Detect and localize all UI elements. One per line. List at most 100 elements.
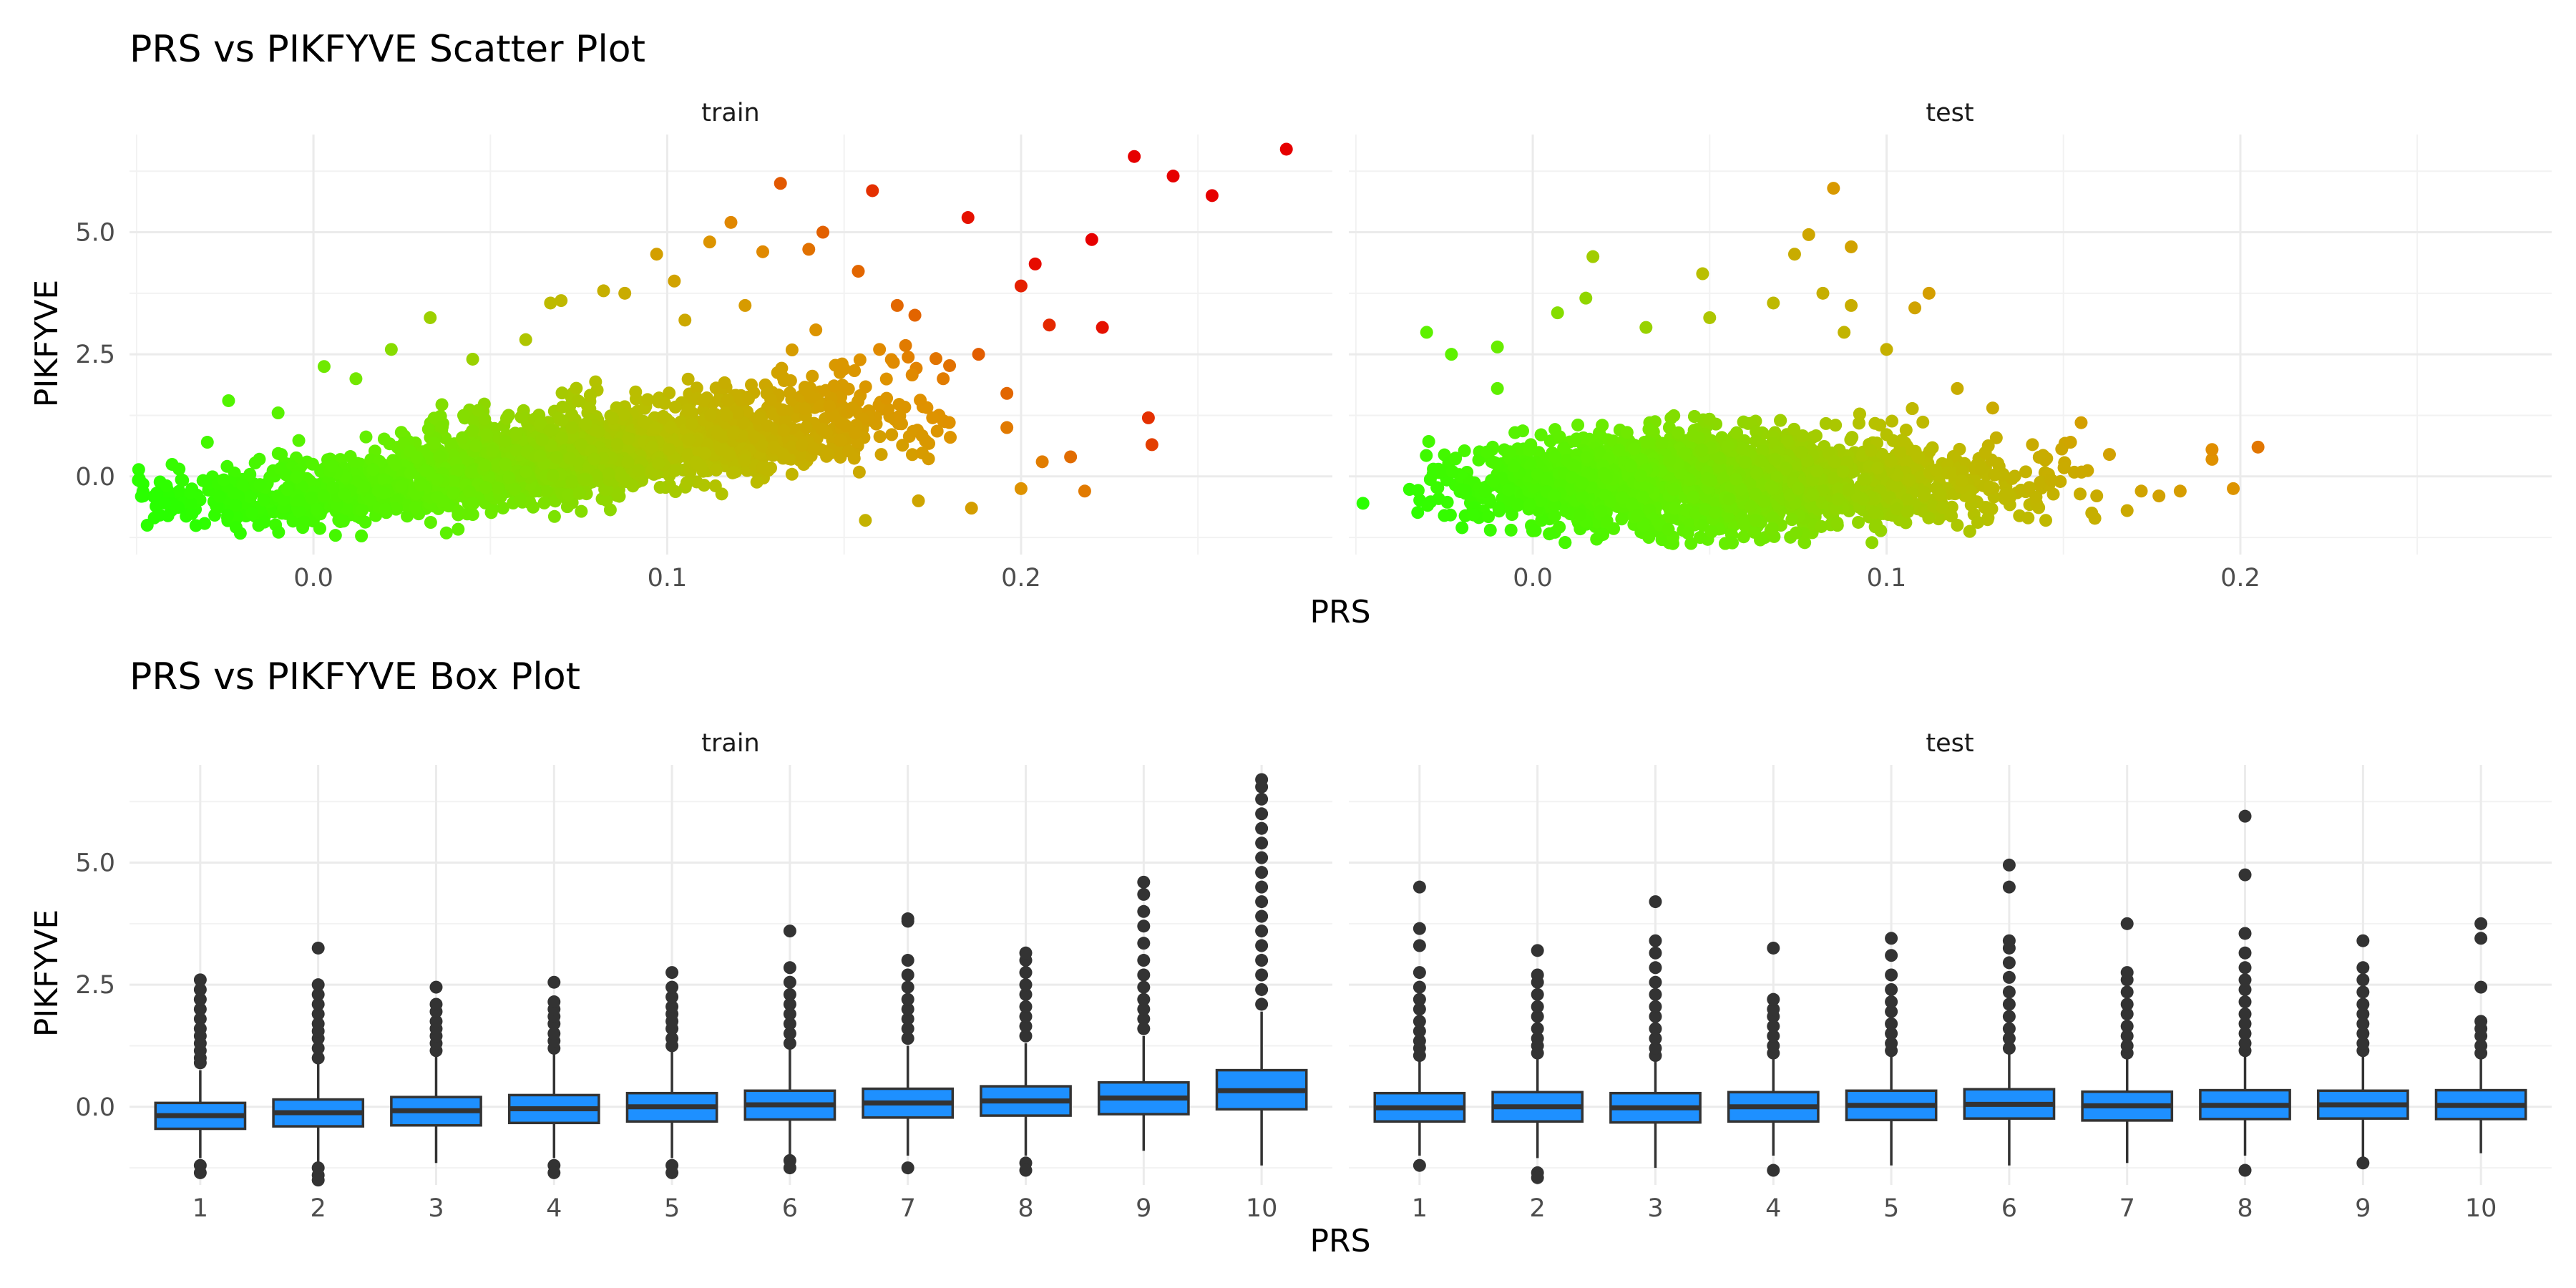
scatter-point [172,462,186,476]
scatter-point [703,235,716,249]
scatter-point [1422,434,1435,448]
scatter-point [479,481,492,494]
scatter-point [2090,489,2104,503]
scatter-point [618,286,632,300]
scatter-point [1830,502,1843,515]
x-tick-label: 0.1 [648,564,688,592]
scatter-point [401,509,414,523]
scatter-point [404,466,418,479]
scatter-point [562,488,575,502]
scatter-point [696,394,710,408]
scatter-point [767,440,781,454]
scatter-point [1702,412,1716,426]
scatter-point [275,448,288,462]
scatter-point [816,225,830,239]
scatter-point [1528,524,1542,537]
scatter-point [697,479,711,492]
scatter-point [653,481,667,494]
x-tick-label: 0.1 [1867,564,1907,592]
scatter-point [1064,450,1078,464]
scatter-point [1641,435,1654,449]
scatter-point [896,439,909,452]
scatter-point [572,394,585,408]
scatter-point [1548,509,1561,522]
scatter-point [533,449,547,463]
scatter-point [930,424,944,438]
scatter-point [491,482,504,495]
scatter-point [1971,515,1984,529]
scatter-point [292,504,306,518]
scatter-point [1128,150,1141,163]
scatter-point [1819,416,1833,430]
box-strip-train: train [701,729,759,758]
y-tick-label: 2.5 [75,341,115,369]
scatter-point [1430,481,1444,494]
scatter-point [1672,426,1685,439]
scatter-point [587,452,601,466]
scatter-point [444,438,458,452]
scatter-point [827,379,841,393]
scatter-point [1440,495,1454,509]
scatter-point [1420,449,1433,462]
scatter-point [135,489,148,503]
scatter-point [1487,474,1501,488]
scatter-point [466,352,479,366]
scatter-point [1816,484,1830,497]
scatter-point [546,469,560,482]
scatter-point [1501,483,1515,497]
scatter-point [919,434,932,447]
scatter-point [565,421,579,435]
scatter-point [1557,441,1571,455]
scatter-point [592,425,605,439]
scatter-point [583,389,597,402]
scatter-point [1141,411,1155,424]
scatter-point [349,474,363,488]
scatter-point [821,448,835,462]
scatter-point [1615,512,1629,526]
scatter-point [384,343,398,356]
scatter-point [802,243,816,256]
scatter-point [721,394,735,407]
scatter-point [1737,530,1750,544]
scatter-point [715,487,728,501]
scatter-point [478,459,492,472]
scatter-point [447,474,460,488]
scatter-point [555,294,568,308]
scatter-point [663,443,676,457]
scatter-point [741,392,755,406]
scatter-point [1756,444,1770,457]
scatter-point [555,431,569,445]
scatter-point [839,419,853,433]
scatter-point [364,493,377,507]
scatter-point [1612,444,1626,457]
scatter-point [424,311,437,324]
scatter-title: PRS vs PIKFYVE Scatter Plot [130,28,645,71]
scatter-point [196,474,210,487]
scatter-point [467,497,480,510]
scatter-point [1166,170,1180,183]
y-tick-label: 5.0 [75,219,115,248]
scatter-point [1035,455,1049,469]
scatter-point [200,436,214,449]
scatter-point [799,421,813,434]
scatter-point [645,440,659,454]
scatter-point [880,391,894,405]
scatter-point [738,298,752,312]
scatter-point [160,479,173,492]
scatter-point [926,411,940,424]
scatter-point [1868,416,1882,430]
scatter-point [543,424,557,437]
scatter-panel-test: 0.0 0.1 0.2 [1349,135,2552,592]
scatter-point [513,492,527,506]
scatter-point [785,467,799,481]
scatter-point [1754,533,1767,547]
scatter-point [1642,530,1656,544]
scatter-point [668,400,682,414]
scatter-point [681,372,695,386]
scatter-point [709,463,723,477]
scatter-point [457,409,470,422]
scatter-point [902,351,915,364]
scatter-point [243,467,257,481]
scatter-point [147,511,161,525]
scatter-point [641,393,655,406]
